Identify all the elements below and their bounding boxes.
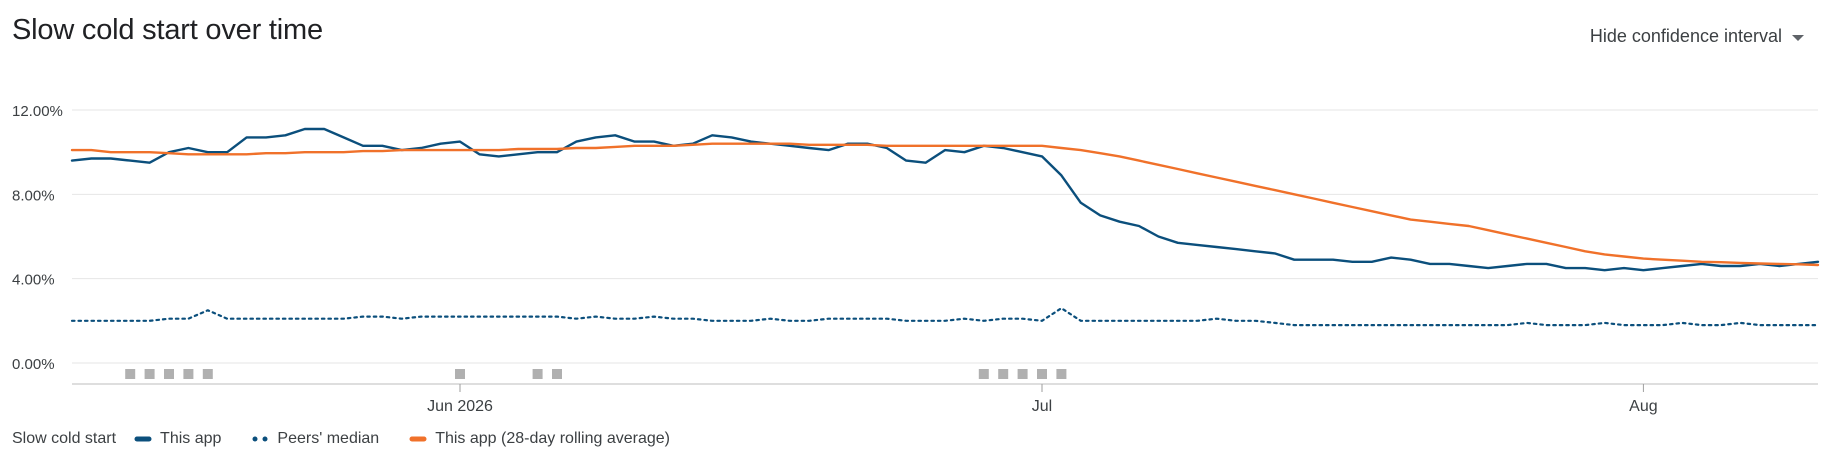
solid-line-swatch-icon <box>409 436 427 442</box>
dotted-line-swatch-icon <box>252 436 268 442</box>
legend-label: This app <box>160 430 222 447</box>
chart-legend: Slow cold start This app Peers' median T… <box>12 430 700 448</box>
confidence-interval-dropdown[interactable]: Hide confidence interval <box>1590 26 1804 47</box>
event-marker <box>1017 369 1028 379</box>
gridlines <box>72 109 1818 385</box>
event-marker <box>978 369 989 379</box>
legend-label: Peers' median <box>277 430 380 447</box>
event-marker <box>144 369 155 379</box>
y-tick-label: 12.00% <box>12 103 63 120</box>
series-line-this-app-28-day-rolling-average <box>70 142 1820 267</box>
legend-label: This app (28-day rolling average) <box>435 430 670 447</box>
x-tick-label: Jul <box>1032 398 1052 415</box>
event-marker <box>998 369 1009 379</box>
legend-item-this-app[interactable]: This app <box>134 430 221 448</box>
series-line-peers-median <box>70 307 1820 327</box>
y-tick-label: 8.00% <box>12 187 55 204</box>
legend-item-peers-median[interactable]: Peers' median <box>251 430 379 448</box>
event-markers <box>125 369 1067 379</box>
series-line-this-app <box>70 127 1820 272</box>
event-marker <box>183 369 194 379</box>
x-tick-label: Jun 2026 <box>427 398 493 415</box>
confidence-interval-label: Hide confidence interval <box>1589 26 1782 46</box>
event-marker <box>552 369 562 379</box>
event-marker <box>455 369 465 379</box>
event-marker <box>1037 369 1047 379</box>
x-tick-label: Aug <box>1629 398 1657 415</box>
x-axis-ticks: Jun 2026 Jul Aug <box>427 384 1658 415</box>
solid-line-swatch-icon <box>134 436 152 442</box>
event-marker <box>164 369 174 379</box>
y-axis-ticks: 0.00% 4.00% 8.00% 12.00% <box>12 103 63 373</box>
event-marker <box>202 369 213 379</box>
event-marker <box>532 369 543 379</box>
legend-item-rolling-average[interactable]: This app (28-day rolling average) <box>409 430 670 448</box>
legend-title: Slow cold start <box>12 430 117 447</box>
event-marker <box>1056 369 1067 379</box>
series-lines <box>70 127 1820 327</box>
chart-title: Slow cold start over time <box>12 14 323 46</box>
y-tick-label: 4.00% <box>12 272 55 289</box>
event-marker <box>125 369 136 379</box>
line-chart: 0.00% 4.00% 8.00% 12.00% Jun 2026 Jul Aug <box>12 103 1820 415</box>
chevron-down-icon <box>1792 34 1804 41</box>
y-tick-label: 0.00% <box>12 356 55 373</box>
